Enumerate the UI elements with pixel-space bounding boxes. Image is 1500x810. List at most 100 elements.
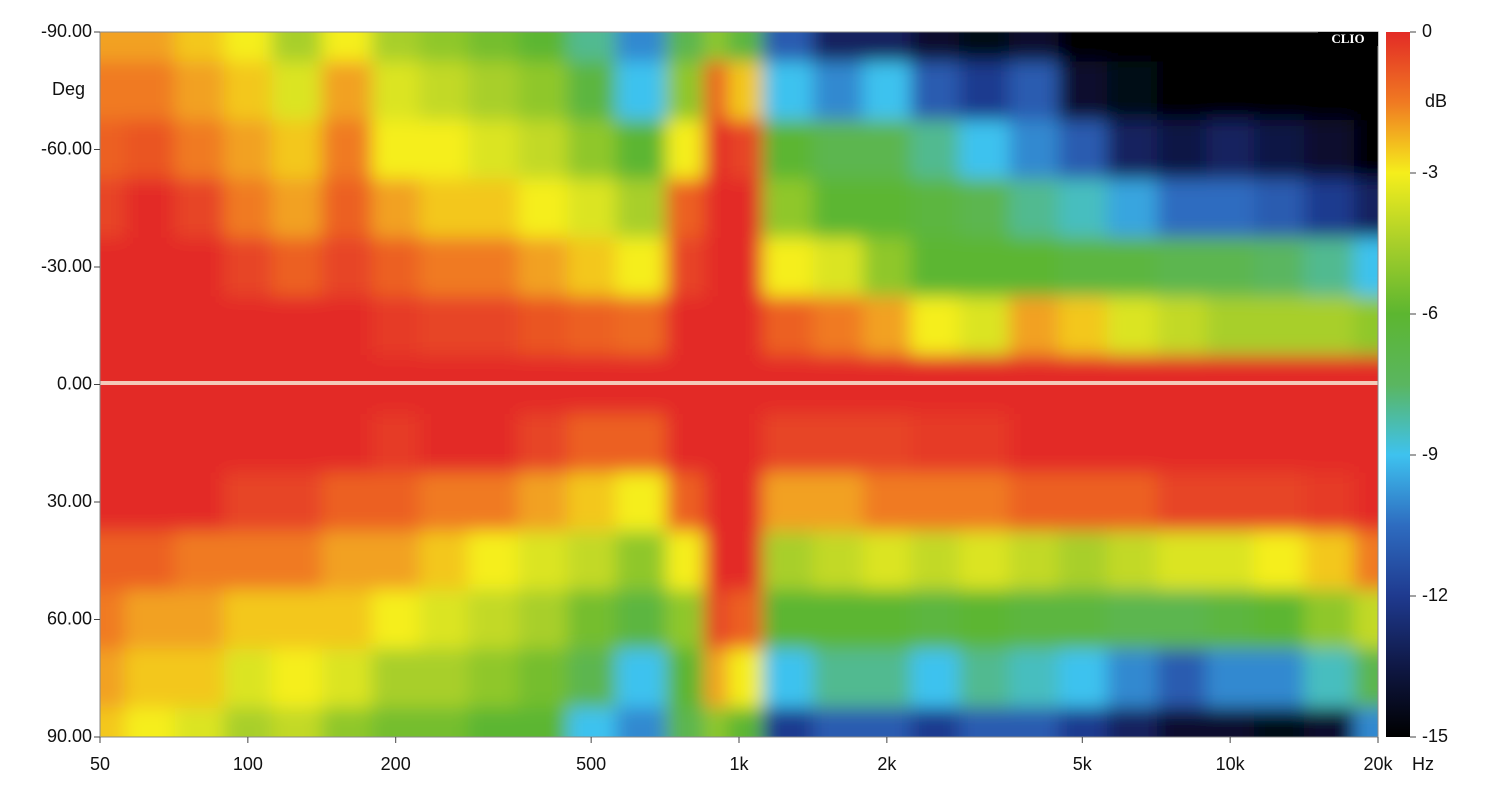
heat-cell [666,12,705,62]
heat-cell [911,120,960,179]
heat-cell [1107,12,1158,62]
heat-cell [1009,531,1059,590]
heat-cell [863,238,911,297]
heat-cell [1304,414,1355,473]
heat-cell [1059,61,1108,120]
heat-cell [1107,61,1158,120]
heat-cell [1009,708,1059,758]
heat-cell [1254,179,1305,238]
heat-cell [616,120,667,179]
heat-cell [1206,531,1254,590]
heat-cell [322,179,373,238]
heat-cell [224,179,272,238]
heat-cell [420,473,469,532]
heat-cell [468,531,519,590]
heat-cell [125,296,176,355]
heat-cell [959,414,1010,473]
heat-cell [567,120,616,179]
heat-cell [763,414,814,473]
heat-cell [763,590,814,649]
heat-cell [1206,296,1254,355]
heat-cell [80,296,125,355]
heat-cell [763,649,814,708]
heat-cell [420,120,469,179]
heat-cell [1157,296,1207,355]
heat-cell [813,708,864,758]
heat-cell [911,708,960,758]
heat-cell [567,708,616,758]
heat-cell [468,179,519,238]
heat-cell [728,120,764,179]
heat-cell [1157,531,1207,590]
heat-cell [272,649,323,708]
heat-cell [322,649,373,708]
heat-cell [911,590,960,649]
x-tick-label: 100 [233,754,263,774]
heat-cell [1254,708,1305,758]
heat-cell [1009,296,1059,355]
heat-cell [863,12,911,62]
x-tick-label: 1k [729,754,749,774]
heat-cell [420,414,469,473]
heat-cell [567,531,616,590]
heat-cell [125,473,176,532]
heat-cell [863,708,911,758]
colorbar-tick-label: -12 [1422,585,1448,605]
heat-cell [959,120,1010,179]
heat-cell [959,708,1010,758]
heat-cell [175,61,225,120]
heat-cell [959,238,1010,297]
heat-cell [420,296,469,355]
heat-cell [372,590,420,649]
heat-cell [1009,238,1059,297]
heat-cell [224,531,272,590]
heat-cell [616,708,667,758]
heat-cell [616,531,667,590]
heat-cell [1254,238,1305,297]
heat-cell [468,414,519,473]
heat-cell [1059,531,1108,590]
heat-cell [1157,179,1207,238]
heat-cell [959,473,1010,532]
heat-cell [763,12,814,62]
heat-cell [1206,179,1254,238]
heat-cell [704,708,728,758]
heat-cell [616,414,667,473]
heat-cell [704,61,728,120]
heat-cell [763,61,814,120]
heat-cell [728,238,764,297]
heat-cell [322,296,373,355]
heat-cell [1254,590,1305,649]
heat-cell [728,296,764,355]
heat-cell [1107,120,1158,179]
heat-cell [911,296,960,355]
heat-cell [1009,649,1059,708]
heat-cell [322,12,373,62]
y-tick-label: 60.00 [47,608,92,628]
heat-cell [1009,12,1059,62]
heat-cell [518,61,568,120]
heat-cell [1157,590,1207,649]
heat-cell [1254,296,1305,355]
heat-cell [175,296,225,355]
heat-cell [1107,649,1158,708]
y-tick-label: 30.00 [47,491,92,511]
heat-cell [1009,414,1059,473]
heat-cell [125,120,176,179]
heat-cell [567,238,616,297]
heat-cell [272,12,323,62]
heat-cell [704,12,728,62]
heat-cell [1059,12,1108,62]
heat-cell [704,531,728,590]
heat-cell [1304,590,1355,649]
heat-cell [1157,61,1207,120]
colorbar-label: dB [1425,91,1447,111]
heat-cell [372,531,420,590]
heat-cell [863,61,911,120]
heat-cell [1206,120,1254,179]
heat-cell [1059,590,1108,649]
heat-cell [272,708,323,758]
heat-cell [959,179,1010,238]
heat-cell [1059,120,1108,179]
heat-cell [518,12,568,62]
